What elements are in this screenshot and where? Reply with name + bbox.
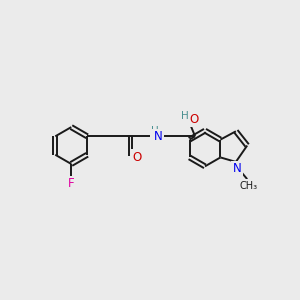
Text: CH₃: CH₃	[240, 181, 258, 191]
Text: F: F	[68, 177, 74, 190]
Text: O: O	[189, 113, 199, 126]
Text: O: O	[133, 151, 142, 164]
Text: N: N	[233, 162, 242, 175]
Text: H: H	[151, 126, 159, 136]
Text: H: H	[181, 110, 189, 121]
Text: N: N	[154, 130, 162, 143]
